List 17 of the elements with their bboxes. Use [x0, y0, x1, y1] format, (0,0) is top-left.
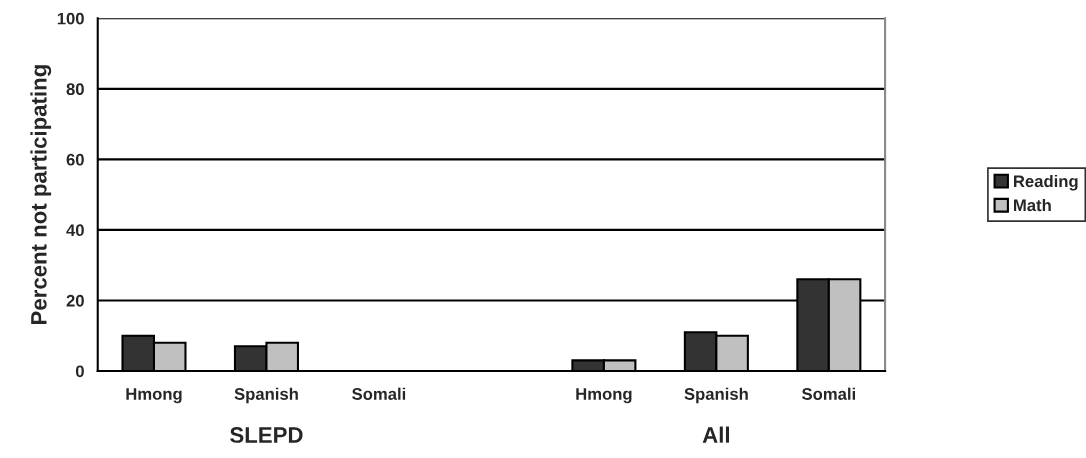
legend-label: Reading [1014, 174, 1078, 191]
x-tick-label: Spanish [684, 387, 748, 404]
y-tick-label: 60 [66, 153, 84, 166]
y-tick-label: 40 [66, 224, 84, 237]
text: All [702, 426, 729, 443]
y-tick-label: 100 [57, 12, 84, 25]
x-tick-label: Somali [352, 387, 406, 400]
text: SLEPD [230, 427, 303, 443]
y-tick-label: 0 [75, 365, 84, 378]
legend-label: Math [1014, 198, 1051, 212]
x-tick-label: Hmong [126, 388, 182, 404]
x-tick-label: Somali [802, 387, 855, 400]
y-tick-label: 80 [66, 83, 84, 96]
x-tick-label: Spanish [234, 387, 298, 404]
y-tick-label: 20 [66, 294, 84, 307]
y-axis-title: Percent not participating [30, 65, 52, 325]
x-tick-label: Hmong [576, 388, 632, 404]
